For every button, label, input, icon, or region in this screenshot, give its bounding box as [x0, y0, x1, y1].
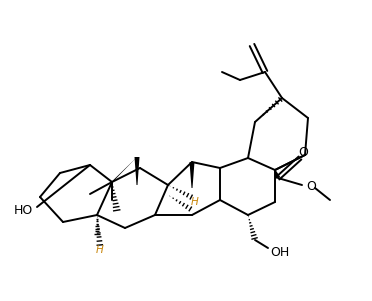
Text: H: H: [191, 197, 199, 207]
Polygon shape: [112, 157, 137, 182]
Text: O: O: [306, 181, 316, 194]
Text: O: O: [298, 147, 308, 160]
Text: HO: HO: [14, 203, 33, 216]
Polygon shape: [275, 170, 280, 179]
Polygon shape: [135, 157, 140, 185]
Text: OH: OH: [270, 246, 289, 259]
Text: H: H: [96, 245, 104, 255]
Polygon shape: [189, 162, 195, 188]
